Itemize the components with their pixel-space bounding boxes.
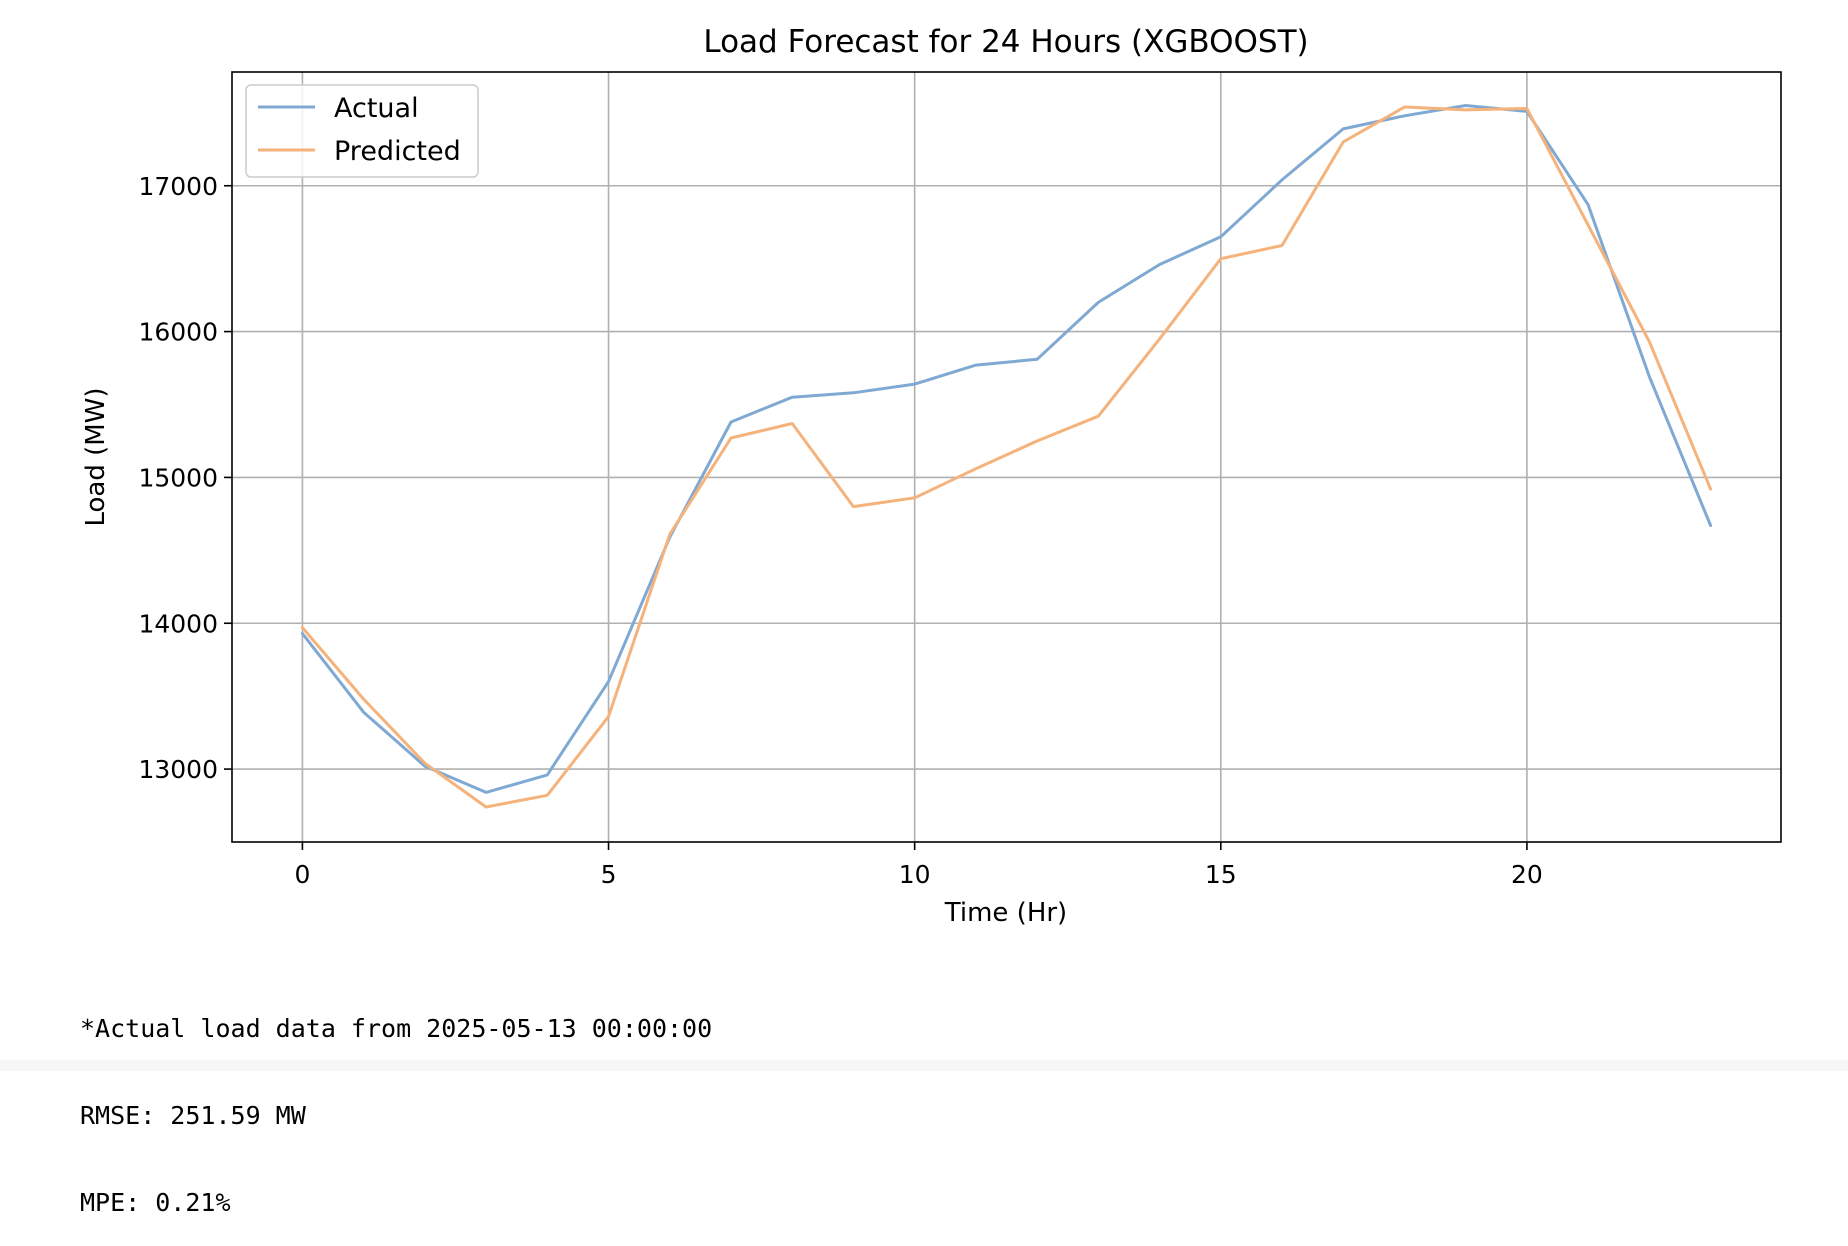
note-rmse: RMSE: 251.59 MW [80,1101,306,1130]
plot-area-frame [231,71,1782,843]
y-tick-label: 15000 [138,463,218,492]
load-forecast-chart: Load Forecast for 24 Hours (XGBOOST) 0 5 1… [81,24,1782,928]
x-axis-label: Time (Hr) [944,898,1067,928]
y-tick-label: 13000 [138,755,218,784]
x-tick-label: 10 [899,860,931,889]
legend-label-predicted: Predicted [334,136,461,167]
y-tick-label: 17000 [138,172,218,201]
y-tick-label: 14000 [138,609,218,638]
legend-label-actual: Actual [334,93,419,124]
x-tick-label: 15 [1205,860,1237,889]
note-data-source: *Actual load data from 2025-05-13 00:00:… [80,1014,713,1043]
note-mpe: MPE: 0.21% [80,1188,231,1217]
y-axis-label: Load (MW) [81,387,111,526]
bottom-strip [0,1060,1848,1071]
y-tick-label: 16000 [138,318,218,347]
series-line-actual [300,104,1713,794]
x-tick-label: 20 [1511,860,1543,889]
chart-notes: *Actual load data from 2025-05-13 00:00:… [80,956,712,1246]
series-lines [300,104,1713,809]
series-line-predicted [300,105,1713,809]
x-tick-label: 0 [294,860,310,889]
chart-title: Load Forecast for 24 Hours (XGBOOST) [703,24,1308,60]
legend: Actual Predicted [245,84,479,178]
axis-ticks: 0 5 10 15 20 13000 14000 15000 16000 17000 [138,172,1542,889]
grid-lines [232,72,1781,842]
x-tick-label: 5 [601,860,617,889]
